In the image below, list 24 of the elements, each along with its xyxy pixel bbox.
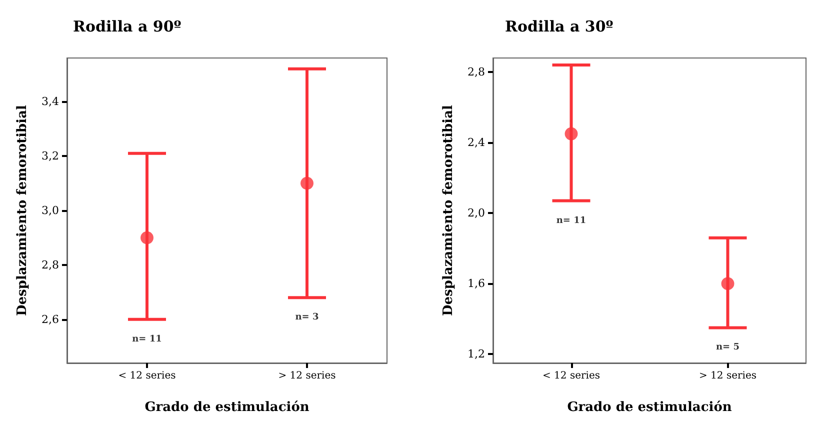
y-axis-title: Desplazamiento femorotibial <box>15 105 30 316</box>
chart-title: Rodilla a 90º <box>73 18 182 36</box>
annotation: n= 11 <box>132 334 162 344</box>
x-axis-title: Grado de estimulación <box>144 400 310 415</box>
chart-title: Rodilla a 30º <box>505 18 614 36</box>
y-tick-label: 2,8 <box>468 66 485 79</box>
y-tick-label: 3,2 <box>42 150 59 163</box>
y-tick-label: 3,0 <box>42 204 59 217</box>
x-tick-label: < 12 series <box>542 370 600 382</box>
y-tick-label: 1,6 <box>468 277 485 290</box>
y-tick-label: 2,8 <box>42 258 59 272</box>
x-tick-label: > 12 series <box>698 370 757 382</box>
y-tick-label: 2,4 <box>468 136 485 150</box>
annotation: n= 11 <box>556 216 586 226</box>
y-tick-label: 1,2 <box>468 348 485 361</box>
y-tick-label: 2,6 <box>42 312 59 326</box>
y-tick-label: 2,0 <box>468 206 485 220</box>
y-tick-label: 3,4 <box>42 95 59 108</box>
x-tick-label: < 12 series <box>118 370 176 382</box>
y-axis-title: Desplazamiento femorotibial <box>441 105 456 316</box>
annotation: n= 3 <box>295 312 319 323</box>
x-tick-label: > 12 series <box>278 370 336 382</box>
x-axis-title: Grado de estimulación <box>567 400 732 415</box>
annotation: n= 5 <box>716 342 740 353</box>
